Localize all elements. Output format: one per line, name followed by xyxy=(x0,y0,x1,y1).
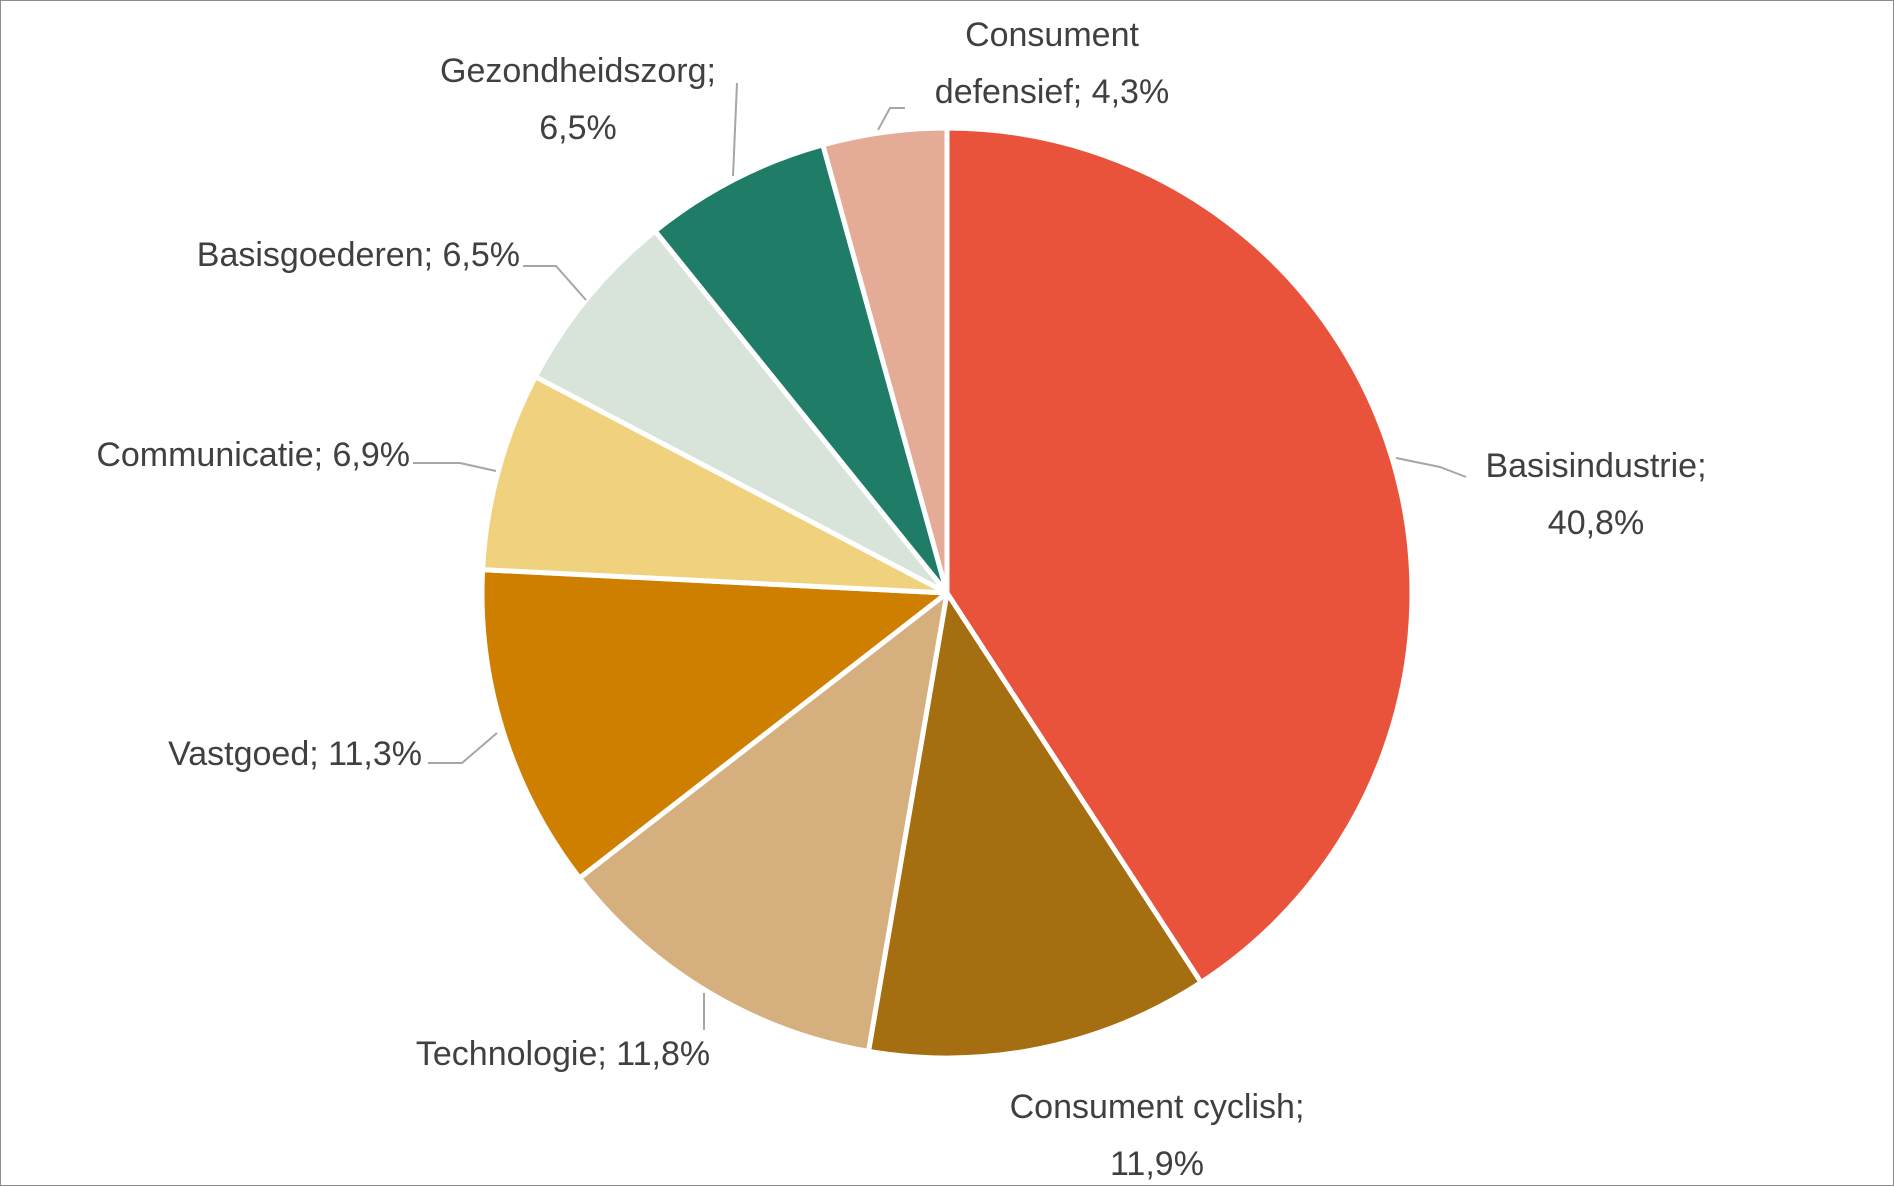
slice-labels: Basisindustrie; 40,8% Consument cyclish; 11… xyxy=(96,16,1706,1183)
pie-slice-vastgoed xyxy=(479,567,950,881)
data-label-line: 11,9% xyxy=(1110,1145,1204,1183)
data-label-line: Consument cyclish; xyxy=(1010,1088,1305,1126)
data-label-line: defensief; 4,3% xyxy=(935,73,1169,111)
leader-line-vastgoed xyxy=(428,732,498,764)
leader-line-communicatie xyxy=(413,462,497,472)
pie-slice-technologie xyxy=(577,590,950,1054)
data-label-gezondheidszorg: Gezondheidszorg; 6,5% xyxy=(440,52,716,147)
data-label-communicatie: Communicatie; 6,9% xyxy=(96,436,410,474)
pie-slice-consument-cyclish xyxy=(865,590,1204,1061)
data-label-line: Vastgoed; 11,3% xyxy=(168,735,422,773)
pie-slice-communicatie xyxy=(480,374,950,596)
leader-lines xyxy=(413,82,1467,1030)
leader-line-basisindustrie xyxy=(1395,457,1467,478)
data-label-technologie: Technologie; 11,8% xyxy=(416,1035,710,1073)
data-label-line: Basisgoederen; 6,5% xyxy=(197,236,520,274)
data-label-line: 40,8% xyxy=(1548,504,1644,542)
pie-slice-basisgoederen xyxy=(532,228,950,596)
leader-line-consument-defensief xyxy=(877,107,905,131)
pie-slice-gezondheidszorg xyxy=(652,142,950,596)
data-label-consument-defensief: Consument defensief; 4,3% xyxy=(935,16,1169,111)
data-label-basisgoederen: Basisgoederen; 6,5% xyxy=(197,236,520,274)
data-label-consument-cyclish: Consument cyclish; 11,9% xyxy=(1010,1088,1305,1183)
data-label-basisindustrie: Basisindustrie; 40,8% xyxy=(1485,447,1706,542)
data-label-line: 6,5% xyxy=(539,109,617,147)
data-label-line: Technologie; 11,8% xyxy=(416,1035,710,1073)
data-label-line: Basisindustrie; xyxy=(1485,447,1706,485)
leader-line-gezondheidszorg xyxy=(732,82,738,177)
pie-slices xyxy=(479,125,1415,1061)
pie-slice-consument-defensief xyxy=(820,125,950,596)
data-label-line: Communicatie; 6,9% xyxy=(96,436,410,474)
data-label-vastgoed: Vastgoed; 11,3% xyxy=(168,735,422,773)
data-label-line: Gezondheidszorg; xyxy=(440,52,716,90)
data-label-line: Consument xyxy=(965,16,1139,54)
leader-line-basisgoederen xyxy=(523,265,587,301)
